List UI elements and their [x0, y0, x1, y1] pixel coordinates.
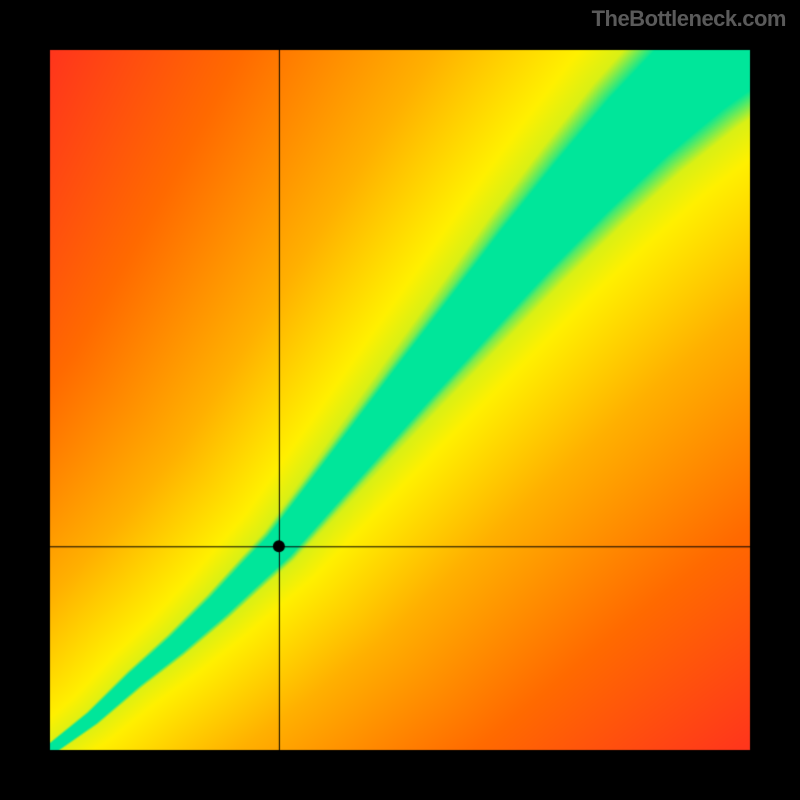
watermark-text: TheBottleneck.com [592, 6, 786, 32]
bottleneck-heatmap-canvas [0, 0, 800, 800]
chart-container: TheBottleneck.com [0, 0, 800, 800]
